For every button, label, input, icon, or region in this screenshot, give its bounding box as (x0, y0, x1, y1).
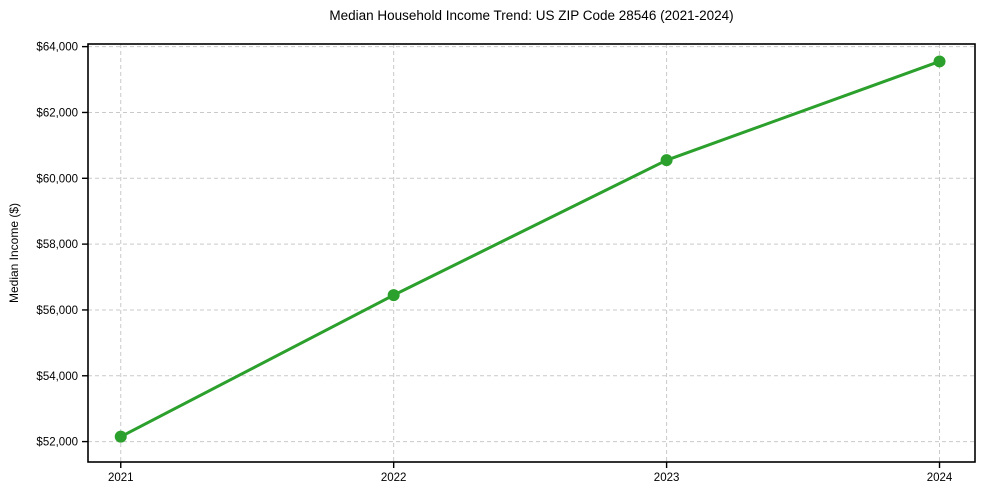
y-tick-label: $60,000 (36, 173, 78, 185)
data-point (114, 430, 127, 443)
data-point (387, 289, 400, 302)
y-tick-label: $52,000 (36, 437, 78, 449)
trend-line (119, 59, 942, 439)
x-tick-label: 2021 (108, 472, 134, 484)
y-tick-label: $58,000 (36, 239, 78, 251)
y-tick-label: $64,000 (36, 42, 78, 54)
x-tick-label: 2024 (927, 472, 953, 484)
y-tick-label: $62,000 (36, 107, 78, 119)
data-point (933, 55, 946, 68)
y-tick-label: $56,000 (36, 305, 78, 317)
x-tick-label: 2022 (381, 472, 407, 484)
chart-title: Median Household Income Trend: US ZIP Co… (329, 8, 734, 23)
x-tick-label: 2023 (654, 472, 680, 484)
plot-border (87, 43, 976, 463)
data-point (660, 154, 673, 167)
y-tick-label: $54,000 (36, 371, 78, 383)
